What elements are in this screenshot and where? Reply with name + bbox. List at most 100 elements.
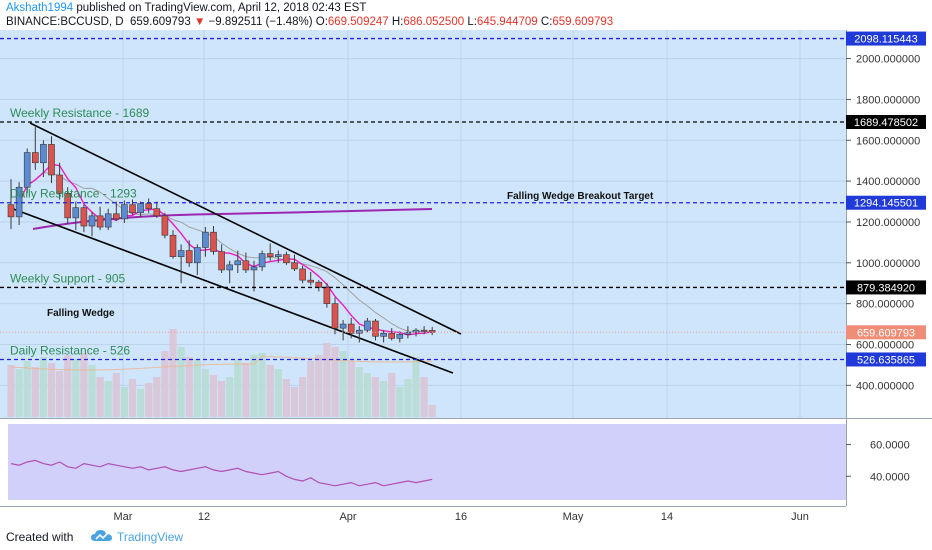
candle-body — [129, 204, 136, 214]
rsi-y-tick-label: 40.0000 — [870, 471, 910, 483]
volume-bar — [39, 357, 47, 417]
price-change: −9.892511 (−1.48%) — [208, 16, 313, 28]
volume-bar — [193, 359, 201, 417]
falling-wedge-note: Falling Wedge — [47, 308, 115, 319]
y-tick-label: 1800.000000 — [856, 94, 920, 106]
open-value: 669.509247 — [327, 16, 389, 28]
volume-bar — [128, 379, 137, 417]
candle-body — [153, 208, 161, 217]
volume-bar — [209, 375, 218, 417]
low-value: 645.944709 — [476, 16, 538, 28]
price-pane-bg — [0, 30, 846, 418]
volume-bar — [323, 343, 331, 417]
x-tick-label: May — [563, 511, 584, 523]
candle-body — [121, 204, 128, 220]
volume-bar — [290, 387, 299, 417]
candle-body — [161, 215, 169, 236]
wedge-upper-line — [29, 122, 462, 335]
candle-body — [72, 207, 80, 219]
price-tag-text: 1294.145501 — [854, 198, 918, 210]
candle-body — [380, 332, 387, 337]
candle-body — [15, 186, 23, 218]
footer: Created with TradingView — [0, 524, 932, 550]
candle-body — [364, 320, 371, 331]
candle-body — [137, 203, 144, 214]
candle-body — [96, 215, 104, 228]
tradingview-brand-link[interactable]: TradingView — [117, 530, 184, 544]
published-text: published on TradingView.com, April 12, … — [76, 2, 367, 14]
volume-bar — [177, 347, 185, 417]
volume-bar — [355, 367, 363, 417]
open-label: O: — [315, 16, 328, 28]
volume-bar — [347, 361, 355, 417]
candle-body — [388, 332, 396, 339]
chart-header: Akshath1994 published on TradingView.com… — [0, 0, 932, 30]
candle-body — [104, 213, 112, 228]
y-tick-label: 1600.000000 — [856, 135, 920, 147]
candle-body — [88, 215, 96, 227]
volume-bar — [112, 373, 120, 417]
candle-body — [396, 333, 404, 339]
candle-body — [226, 264, 233, 271]
volume-bar — [72, 359, 80, 417]
candle-body — [420, 329, 428, 332]
volume-bar — [137, 389, 145, 417]
level-label: Weekly Resistance - 1689 — [10, 106, 150, 120]
candle-body — [266, 253, 274, 257]
volume-bar — [282, 379, 290, 417]
volume-bar — [185, 357, 193, 417]
candle-body — [339, 323, 347, 329]
candle-body — [7, 204, 15, 218]
candle-body — [145, 203, 152, 209]
x-tick-label: 12 — [198, 511, 210, 523]
volume-bar — [404, 379, 412, 417]
volume-bar — [315, 355, 323, 417]
volume-bar — [380, 381, 388, 417]
volume-bar — [201, 369, 209, 417]
breakout-target-note: Falling Wedge Breakout Target — [507, 191, 654, 202]
last-price: 659.609793 — [129, 16, 191, 28]
tradingview-cloud-icon — [90, 528, 114, 547]
price-tag-text: 879.384920 — [857, 282, 915, 294]
x-tick-label: Jun — [791, 511, 809, 523]
wedge-lower-line — [7, 206, 454, 374]
author-link[interactable]: Akshath1994 — [6, 2, 74, 14]
y-tick-label: 400.000000 — [856, 380, 914, 392]
y-tick-label: 1400.000000 — [856, 176, 920, 188]
last-price-tag-text: 659.609793 — [857, 327, 915, 339]
last-price-tag-bg — [846, 325, 926, 340]
candle-body — [48, 144, 55, 176]
price-tag-text: 2098.115443 — [854, 34, 917, 46]
price-tag-bg — [846, 280, 926, 295]
x-tick-label: Mar — [114, 511, 133, 523]
volume-bar — [258, 353, 266, 417]
candle-body — [323, 287, 331, 304]
volume-bar — [363, 373, 371, 417]
volume-bar — [145, 383, 153, 417]
time-axis-bg — [0, 506, 932, 524]
ohlc-line: BINANCE:BCCUSD, D 659.609793 ▼ −9.892511… — [6, 15, 613, 29]
candle-body — [177, 250, 185, 257]
volume-bar — [274, 369, 282, 417]
x-tick-label: 14 — [661, 511, 673, 523]
candle-body — [80, 207, 88, 227]
volume-bar — [104, 381, 112, 417]
volume-bar — [331, 347, 339, 417]
candle-body — [372, 320, 379, 337]
price-tag-bg — [846, 115, 926, 130]
volume-bar — [47, 363, 56, 417]
volume-bar — [96, 377, 104, 417]
candle-body — [194, 247, 201, 264]
volume-bar — [396, 387, 404, 417]
candle-body — [299, 268, 306, 281]
candle-body — [113, 213, 120, 220]
volume-bar — [412, 357, 420, 417]
candle-body — [242, 260, 250, 271]
close-label: C: — [540, 16, 553, 28]
ma-fast-line — [18, 163, 433, 336]
candle-body — [291, 262, 298, 270]
y-tick-label: 800.000000 — [856, 299, 914, 311]
rsi-line — [10, 459, 433, 487]
x-tick-label: 16 — [455, 511, 467, 523]
